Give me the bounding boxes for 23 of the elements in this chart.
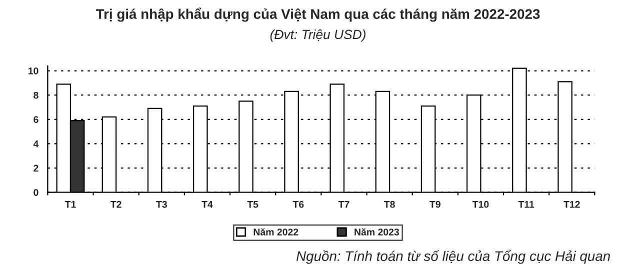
legend-label: Năm 2023 <box>354 228 400 236</box>
chart-title: Trị giá nhập khẩu dựng của Việt Nam qua các tháng năm 2022-2023 <box>96 8 540 22</box>
y-tick-label: 8 <box>34 92 38 99</box>
x-tick-label: T9 <box>430 200 440 208</box>
y-tick-label: 6 <box>34 116 38 124</box>
y-tick-label: 2 <box>34 164 38 172</box>
x-tick-label: T11 <box>518 201 534 208</box>
x-tick-label: T3 <box>156 200 167 208</box>
x-tick-label: T1 <box>64 201 76 208</box>
y-tick-label: 10 <box>28 68 38 74</box>
x-tick-label: T5 <box>247 201 258 208</box>
x-tick-label: T10 <box>472 200 489 208</box>
y-tick-label: 4 <box>33 140 39 148</box>
text: Nguồn: Tính toán từ số liệu của Tổng cục Hải quan <box>296 250 610 264</box>
x-tick-label: T12 <box>564 200 580 208</box>
y-tick-label: 0 <box>34 189 38 196</box>
x-tick-label: T4 <box>202 201 213 208</box>
chart-subtitle: (Đvt: Triệu USD) <box>270 29 366 42</box>
x-tick-label: T8 <box>384 200 395 208</box>
x-tick-label: T6 <box>292 200 304 208</box>
x-tick-label: T2 <box>110 200 122 208</box>
x-tick-label: T7 <box>338 201 350 208</box>
legend-label: Năm 2022 <box>254 228 298 236</box>
